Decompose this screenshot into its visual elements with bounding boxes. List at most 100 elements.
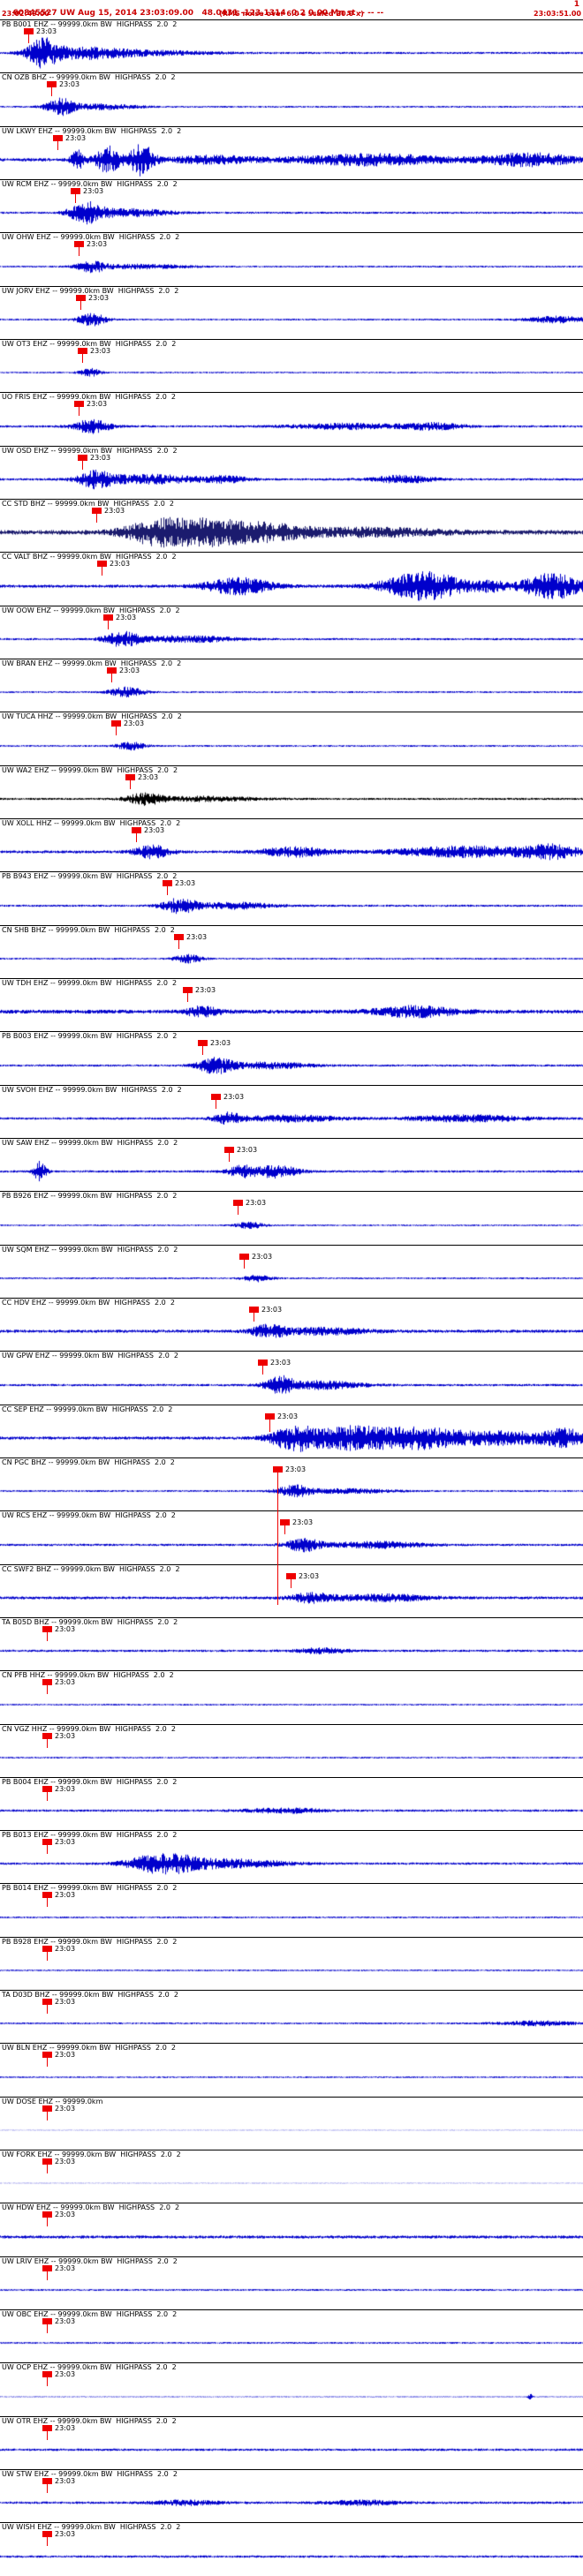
pick-flag[interactable] <box>280 1519 290 1526</box>
waveform-trace[interactable] <box>0 354 583 392</box>
trace-row[interactable]: UW FORK EHZ -- 99999.0km BW HIGHPASS 2.0… <box>0 2150 583 2203</box>
waveform-trace[interactable] <box>0 1952 583 1990</box>
pick-flag[interactable] <box>42 2371 52 2378</box>
pick-flag[interactable] <box>125 773 135 780</box>
pick-flag[interactable] <box>42 2158 52 2165</box>
trace-row[interactable]: PB B004 EHZ -- 99999.0km BW HIGHPASS 2.0… <box>0 1776 583 1831</box>
trace-row[interactable]: CN PFB HHZ -- 99999.0km BW HIGHPASS 2.0 … <box>0 1670 583 1724</box>
pick-flag[interactable] <box>183 986 193 993</box>
trace-row[interactable]: UW HDW EHZ -- 99999.0km BW HIGHPASS 2.0 … <box>0 2203 583 2256</box>
waveform-trace[interactable] <box>0 1366 583 1404</box>
waveform-trace[interactable] <box>0 2058 583 2096</box>
pick-flag[interactable] <box>174 933 184 940</box>
waveform-trace[interactable] <box>0 1632 583 1670</box>
trace-row[interactable]: UW BRAN EHZ -- 99999.0km BW HIGHPASS 2.0… <box>0 658 583 712</box>
trace-row[interactable]: UW WA2 EHZ -- 99999.0km BW HIGHPASS 2.0 … <box>0 765 583 818</box>
trace-row[interactable]: UW GPW EHZ -- 99999.0km BW HIGHPASS 2.0 … <box>0 1351 583 1405</box>
trace-row[interactable]: CC HDV EHZ -- 99999.0km BW HIGHPASS 2.0 … <box>0 1297 583 1352</box>
trace-row[interactable]: CC SEP EHZ -- 99999.0km BW HIGHPASS 2.0 … <box>0 1404 583 1457</box>
waveform-trace[interactable] <box>0 1419 583 1457</box>
waveform-trace[interactable] <box>0 87 583 125</box>
trace-row[interactable]: UW OHW EHZ -- 99999.0km BW HIGHPASS 2.0 … <box>0 232 583 286</box>
pick-flag[interactable] <box>92 507 102 514</box>
pick-flag[interactable] <box>42 2264 52 2271</box>
waveform-trace[interactable] <box>0 514 583 552</box>
trace-row[interactable]: UW SVOH EHZ -- 99999.0km BW HIGHPASS 2.0… <box>0 1084 583 1138</box>
trace-row[interactable]: UW JORV EHZ -- 99999.0km BW HIGHPASS 2.0… <box>0 285 583 339</box>
pick-flag[interactable] <box>42 2105 52 2112</box>
waveform-trace[interactable] <box>0 2324 583 2362</box>
pick-flag[interactable] <box>42 1839 52 1846</box>
pick-flag[interactable] <box>132 826 141 833</box>
trace-row[interactable]: UW OT3 EHZ -- 99999.0km BW HIGHPASS 2.0 … <box>0 338 583 393</box>
trace-row[interactable]: UW OTR EHZ -- 99999.0km BW HIGHPASS 2.0 … <box>0 2415 583 2470</box>
trace-row[interactable]: UW STW EHZ -- 99999.0km BW HIGHPASS 2.0 … <box>0 2469 583 2523</box>
waveform-trace[interactable] <box>0 2377 583 2415</box>
waveform-trace[interactable] <box>0 674 583 712</box>
pick-flag[interactable] <box>74 401 84 408</box>
pick-flag[interactable] <box>265 1412 275 1420</box>
pick-flag[interactable] <box>42 2424 52 2431</box>
trace-row[interactable]: CC VALT BHZ -- 99999.0km BW HIGHPASS 2.0… <box>0 552 583 606</box>
waveform-trace[interactable] <box>0 1473 583 1510</box>
waveform-trace[interactable] <box>0 1259 583 1297</box>
trace-row[interactable]: PB B014 EHZ -- 99999.0km BW HIGHPASS 2.0… <box>0 1883 583 1937</box>
waveform-trace[interactable] <box>0 2484 583 2522</box>
waveform-trace[interactable] <box>0 2271 583 2309</box>
waveform-trace[interactable] <box>0 1685 583 1723</box>
pick-flag[interactable] <box>224 1146 234 1153</box>
pick-flag[interactable] <box>198 1040 208 1047</box>
pick-flag[interactable] <box>163 880 172 887</box>
waveform-trace[interactable] <box>0 993 583 1031</box>
waveform-trace[interactable] <box>0 34 583 72</box>
pick-flag[interactable] <box>42 2478 52 2485</box>
waveform-trace[interactable] <box>0 194 583 232</box>
trace-row[interactable]: CN PGC BHZ -- 99999.0km BW HIGHPASS 2.0 … <box>0 1457 583 1605</box>
waveform-trace[interactable] <box>0 567 583 605</box>
pick-flag[interactable] <box>42 1625 52 1632</box>
pick-flag[interactable] <box>42 1945 52 1952</box>
trace-row[interactable]: UW SQM EHZ -- 99999.0km BW HIGHPASS 2.0 … <box>0 1244 583 1298</box>
trace-row[interactable]: PB B013 EHZ -- 99999.0km BW HIGHPASS 2.0… <box>0 1830 583 1884</box>
trace-row[interactable]: UW OCP EHZ -- 99999.0km BW HIGHPASS 2.0 … <box>0 2362 583 2416</box>
pick-flag[interactable] <box>42 2211 52 2218</box>
pick-flag[interactable] <box>107 667 117 674</box>
trace-row[interactable]: CN VGZ HHZ -- 99999.0km BW HIGHPASS 2.0 … <box>0 1723 583 1777</box>
pick-flag[interactable] <box>239 1253 249 1260</box>
trace-row[interactable]: UW LRIV EHZ -- 99999.0km BW HIGHPASS 2.0… <box>0 2256 583 2310</box>
trace-row[interactable]: UW RCM EHZ -- 99999.0km BW HIGHPASS 2.0 … <box>0 178 583 233</box>
pick-flag[interactable] <box>78 347 87 354</box>
pick-flag[interactable] <box>74 241 84 248</box>
trace-row[interactable]: UW SAW EHZ -- 99999.0km BW HIGHPASS 2.0 … <box>0 1137 583 1192</box>
pick-flag[interactable] <box>76 294 86 301</box>
trace-row[interactable]: PB B928 EHZ -- 99999.0km BW HIGHPASS 2.0… <box>0 1936 583 1991</box>
waveform-trace[interactable] <box>0 2165 583 2203</box>
pick-flag[interactable] <box>42 1679 52 1686</box>
pick-flag[interactable] <box>273 1465 283 1473</box>
waveform-trace[interactable] <box>0 1738 583 1776</box>
pick-flag[interactable] <box>42 2318 52 2325</box>
pick-flag[interactable] <box>53 134 63 141</box>
trace-row[interactable]: UW TUCA HHZ -- 99999.0km BW HIGHPASS 2.0… <box>0 712 583 765</box>
waveform-trace[interactable] <box>0 140 583 178</box>
trace-row[interactable]: UW TDH EHZ -- 99999.0km BW HIGHPASS 2.0 … <box>0 977 583 1032</box>
waveform-trace[interactable] <box>0 886 583 924</box>
trace-row[interactable]: PB B003 EHZ -- 99999.0km BW HIGHPASS 2.0… <box>0 1031 583 1085</box>
trace-row[interactable]: UW LKWY EHZ -- 99999.0km BW HIGHPASS 2.0… <box>0 125 583 179</box>
trace-row[interactable]: UW OBC EHZ -- 99999.0km BW HIGHPASS 2.0 … <box>0 2309 583 2363</box>
pick-flag[interactable] <box>211 1093 221 1100</box>
waveform-trace[interactable] <box>0 2431 583 2469</box>
trace-row[interactable]: UW RCS EHZ -- 99999.0km BW HIGHPASS 2.0 … <box>0 1510 583 1564</box>
pick-flag[interactable] <box>42 1892 52 1899</box>
trace-row[interactable]: PB B926 EHZ -- 99999.0km BW HIGHPASS 2.0… <box>0 1191 583 1245</box>
waveform-trace[interactable] <box>0 407 583 445</box>
waveform-trace[interactable] <box>0 1845 583 1883</box>
pick-flag[interactable] <box>97 561 107 568</box>
pick-flag[interactable] <box>286 1572 296 1579</box>
trace-row[interactable]: UW OOW EHZ -- 99999.0km BW HIGHPASS 2.0 … <box>0 605 583 659</box>
waveform-trace[interactable] <box>0 620 583 658</box>
waveform-trace[interactable] <box>0 247 583 285</box>
pick-flag[interactable] <box>47 81 57 88</box>
pick-flag[interactable] <box>233 1200 243 1207</box>
pick-flag[interactable] <box>78 454 87 461</box>
